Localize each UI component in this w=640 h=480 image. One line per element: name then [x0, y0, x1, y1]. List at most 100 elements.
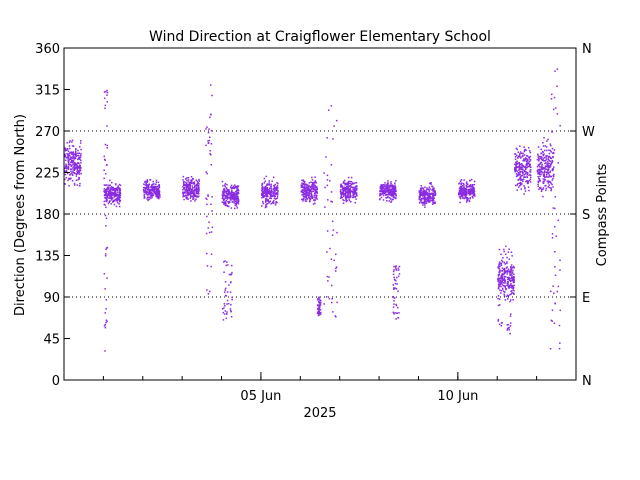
data-point: [269, 190, 271, 193]
data-point: [508, 270, 510, 272]
data-point: [554, 70, 556, 72]
data-point: [547, 186, 549, 188]
data-point: [510, 293, 512, 295]
data-point: [192, 177, 194, 180]
data-point: [344, 182, 346, 185]
data-point: [303, 190, 306, 192]
data-point: [208, 128, 210, 130]
data-point: [551, 160, 554, 162]
data-point: [499, 279, 502, 282]
data-point: [311, 181, 314, 184]
data-point: [109, 193, 111, 195]
data-point: [194, 194, 197, 196]
data-point: [548, 152, 551, 155]
data-point: [354, 192, 356, 195]
data-point: [386, 182, 389, 185]
data-point: [188, 188, 191, 190]
data-point: [349, 190, 352, 193]
data-point: [301, 182, 303, 185]
data-point: [225, 202, 227, 205]
data-point: [222, 199, 225, 201]
data-point: [234, 200, 236, 203]
y-tick-label: 135: [35, 250, 60, 265]
data-point: [498, 261, 501, 263]
data-point: [523, 185, 525, 187]
data-point: [103, 97, 106, 100]
data-point: [146, 198, 148, 200]
data-point: [512, 276, 514, 279]
data-point: [498, 323, 501, 326]
data-point: [396, 276, 398, 279]
data-point: [387, 180, 389, 182]
data-point: [458, 196, 461, 198]
data-point: [194, 200, 196, 202]
data-point: [559, 259, 561, 261]
data-point: [302, 180, 305, 182]
data-point: [421, 194, 424, 196]
data-point: [540, 190, 543, 192]
data-point: [104, 173, 107, 175]
data-point: [501, 276, 503, 278]
data-point: [66, 148, 68, 150]
data-point: [526, 162, 529, 164]
data-point: [106, 199, 108, 201]
data-point: [544, 145, 546, 147]
data-point: [354, 190, 356, 192]
data-point: [186, 179, 188, 181]
data-point: [379, 187, 381, 189]
data-point: [75, 166, 77, 168]
data-point: [513, 284, 515, 287]
data-point: [228, 205, 230, 208]
data-point: [235, 192, 238, 195]
data-point: [208, 139, 211, 142]
data-point: [506, 324, 508, 326]
data-point: [331, 301, 333, 304]
data-point: [458, 192, 460, 194]
data-point: [271, 192, 273, 194]
data-point: [523, 146, 525, 148]
data-point: [464, 192, 466, 195]
data-point: [516, 160, 518, 162]
data-point: [78, 173, 81, 175]
data-point: [197, 187, 200, 189]
data-point: [546, 165, 548, 168]
data-point: [540, 158, 543, 161]
data-point: [549, 166, 551, 168]
data-point: [236, 189, 238, 191]
data-point: [227, 189, 229, 192]
data-point: [340, 191, 342, 194]
data-point: [225, 187, 228, 189]
data-point: [223, 202, 225, 204]
data-point: [265, 205, 267, 208]
data-point: [197, 184, 200, 187]
data-point: [470, 178, 473, 181]
data-point: [520, 182, 523, 185]
data-point: [427, 188, 429, 191]
data-point: [522, 152, 524, 155]
data-point: [72, 171, 74, 174]
data-point: [272, 189, 275, 191]
data-point: [425, 200, 427, 202]
data-point: [545, 158, 548, 160]
data-point: [186, 184, 189, 187]
data-point: [514, 168, 516, 171]
data-point: [155, 195, 158, 198]
data-point: [381, 184, 384, 186]
data-point: [268, 180, 270, 182]
data-point: [387, 190, 390, 192]
data-point: [382, 186, 384, 188]
data-point: [380, 185, 383, 187]
data-point: [395, 269, 397, 271]
data-point: [270, 197, 272, 200]
data-point: [64, 155, 66, 158]
data-point: [387, 186, 390, 188]
data-point: [394, 184, 396, 186]
data-point: [537, 168, 539, 171]
data-point: [207, 142, 210, 144]
data-point: [232, 201, 234, 203]
data-point: [497, 287, 500, 290]
data-point: [224, 200, 226, 203]
data-point: [111, 188, 113, 190]
data-point: [538, 168, 541, 171]
data-point: [261, 205, 263, 207]
